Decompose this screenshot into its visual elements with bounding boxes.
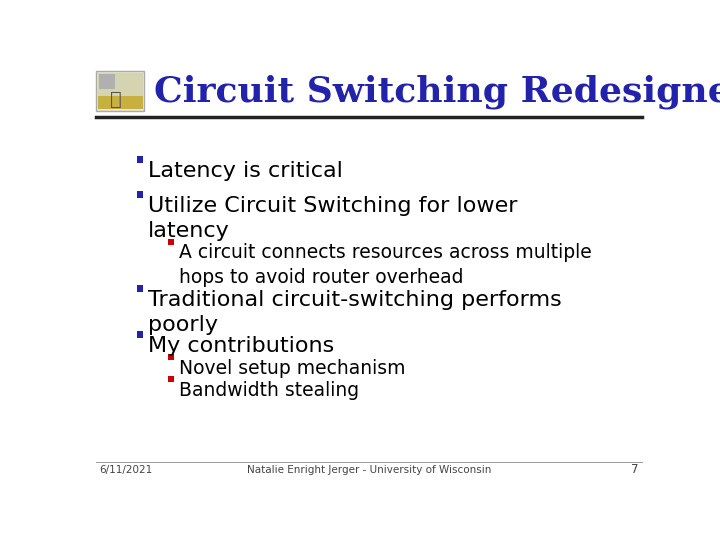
Text: Circuit Switching Redesigned: Circuit Switching Redesigned [153,75,720,109]
Bar [99,74,114,90]
Text: 🐂: 🐂 [110,90,122,109]
Text: 7: 7 [631,463,639,476]
Text: Latency is critical: Latency is critical [148,161,343,181]
Text: A circuit connects resources across multiple
hops to avoid router overhead: A circuit connects resources across mult… [179,244,592,287]
Text: 6/11/2021: 6/11/2021 [99,465,153,475]
Text: My contributions: My contributions [148,336,334,356]
Text: Novel setup mechanism: Novel setup mechanism [179,359,405,378]
Bar [98,96,143,110]
Text: Bandwidth stealing: Bandwidth stealing [179,381,359,400]
Bar [98,72,143,96]
Bar [137,331,143,338]
Bar [168,354,174,361]
FancyBboxPatch shape [96,71,144,111]
Bar [168,239,174,245]
Text: Utilize Circuit Switching for lower
latency: Utilize Circuit Switching for lower late… [148,195,518,241]
Text: Natalie Enright Jerger - University of Wisconsin: Natalie Enright Jerger - University of W… [247,465,491,475]
Bar [137,156,143,163]
Bar [137,191,143,198]
Text: Traditional circuit-switching performs
poorly: Traditional circuit-switching performs p… [148,289,562,335]
Bar [168,376,174,382]
Bar [137,285,143,292]
